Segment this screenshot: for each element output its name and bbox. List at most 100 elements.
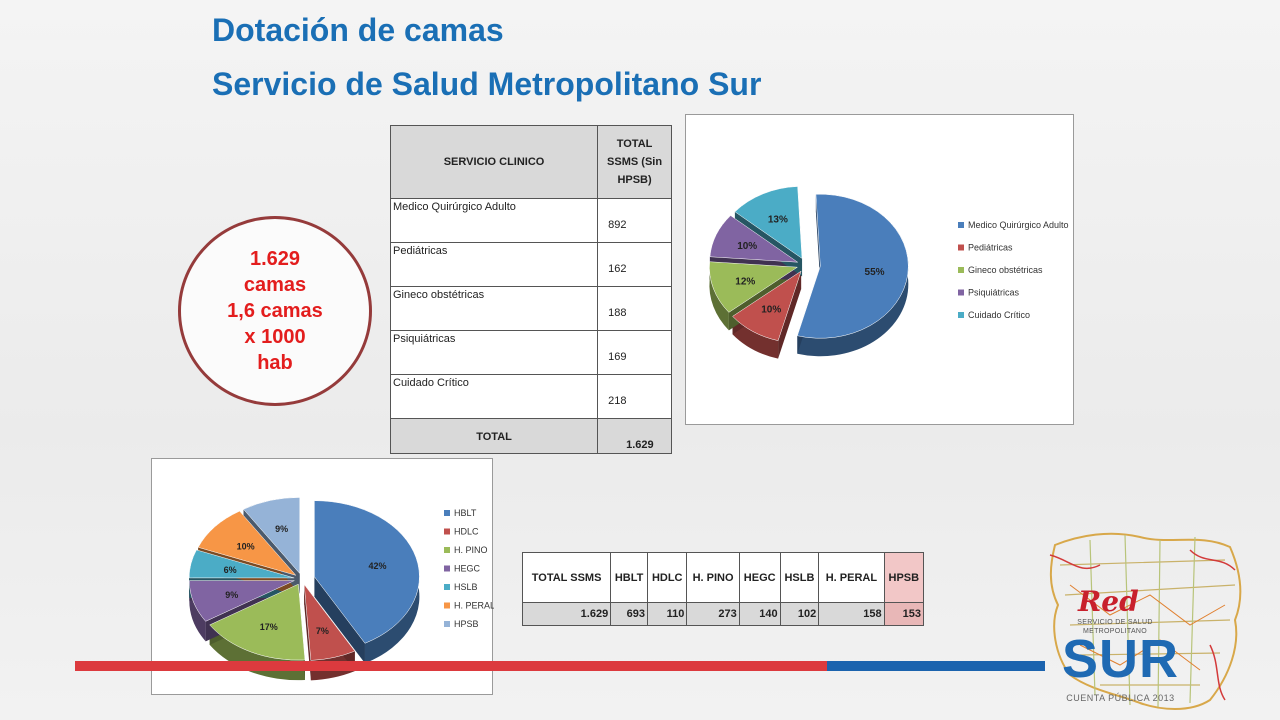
legend-swatch bbox=[444, 565, 450, 572]
pie-slice bbox=[188, 549, 295, 579]
legend-label: HBLT bbox=[454, 508, 477, 518]
pie-data-label: 10% bbox=[737, 241, 757, 252]
service-value-cell: 188 bbox=[597, 286, 672, 331]
pie-slice bbox=[189, 580, 295, 622]
legend-swatch bbox=[958, 222, 964, 228]
callout-line: camas bbox=[243, 274, 307, 296]
header-cell: HSLB bbox=[779, 552, 820, 603]
pie-slice bbox=[709, 215, 799, 263]
legend-swatch bbox=[958, 312, 964, 318]
pie-slice bbox=[243, 497, 301, 575]
table-row: Pediátricas 162 bbox=[389, 242, 672, 287]
pie-slice-wall bbox=[314, 576, 365, 664]
table-row: Gineco obstétricas 188 bbox=[389, 286, 672, 331]
pie-slice-side bbox=[732, 316, 779, 359]
hospitals-pie-svg: 42% 7% 17% 9% 6% 10% 9% HBLT HDLC H. PINO HEGC HSLB… bbox=[188, 497, 495, 681]
callout-line: 1.629 bbox=[249, 248, 301, 270]
table-total-row: TOTAL 1.629 bbox=[389, 418, 672, 454]
legend-label: Gineco obstétricas bbox=[968, 265, 1043, 275]
slide-title: Dotación de camas bbox=[212, 12, 504, 48]
pie-data-label: 10% bbox=[237, 541, 255, 551]
value-cell: 273 bbox=[686, 602, 740, 626]
logo-subtitle: METROPOLITANO bbox=[1082, 628, 1148, 635]
region-map-logo bbox=[1049, 532, 1242, 710]
callout-line: hab bbox=[257, 352, 293, 374]
pie-slice bbox=[303, 583, 356, 661]
legend-label: Medico Quirúrgico Adulto bbox=[968, 220, 1069, 230]
table-row: Cuidado Crítico 218 bbox=[389, 374, 672, 419]
legend-label: Psiquiátricas bbox=[968, 288, 1020, 298]
pie-slice bbox=[732, 270, 802, 341]
legend-swatch bbox=[444, 602, 450, 609]
header-cell: H. PINO bbox=[686, 552, 740, 603]
logo-red-text: Red bbox=[1078, 585, 1139, 618]
value-cell: 693 bbox=[610, 602, 649, 626]
value-cell: 102 bbox=[779, 602, 820, 626]
legend-label: HDLC bbox=[454, 527, 479, 537]
pie-data-label: 42% bbox=[368, 561, 386, 571]
legend-label: Pediátricas bbox=[968, 243, 1013, 253]
beds-callout-circle: 1.629 camas 1,6 camas x 1000 hab bbox=[178, 216, 372, 406]
pie-data-label: 9% bbox=[225, 590, 238, 600]
legend-swatch bbox=[958, 244, 964, 251]
legend-swatch bbox=[958, 267, 964, 273]
service-value-cell: 892 bbox=[597, 198, 672, 243]
legend-swatch bbox=[444, 547, 450, 553]
pie-data-label: 13% bbox=[768, 214, 788, 225]
pie-slice-side bbox=[797, 194, 909, 357]
legend-swatch bbox=[444, 510, 450, 516]
service-name-cell: Psiquiátricas bbox=[389, 330, 599, 375]
pie-data-label: 9% bbox=[275, 524, 288, 534]
table-row: 1.629 693 110 273 140 102 158 153 bbox=[521, 602, 925, 626]
pie-data-label: 55% bbox=[865, 267, 885, 278]
value-cell: 110 bbox=[647, 602, 688, 626]
legend-swatch bbox=[444, 584, 450, 590]
pie-slice-side bbox=[709, 261, 729, 331]
pie-data-label: 10% bbox=[761, 305, 781, 316]
total-value-cell: 1.629 bbox=[597, 418, 672, 454]
total-label-cell: TOTAL bbox=[389, 418, 599, 454]
hospital-beds-table: TOTAL SSMS HBLT HDLC H. PINO HEGC HSLB H. PERA… bbox=[521, 552, 925, 626]
header-line: TOTAL bbox=[616, 138, 653, 150]
logo-subtitle: SERVICIO DE SALUD bbox=[1077, 619, 1153, 626]
logo-cuenta-publica: CUENTA PÚBLICA 2013 bbox=[1066, 693, 1175, 703]
header-servicio-clinico: SERVICIO CLINICO bbox=[389, 125, 599, 199]
logo-sur-text: SUR bbox=[1062, 629, 1180, 689]
footer-stripe-blue bbox=[827, 661, 1045, 671]
header-cell: HEGC bbox=[738, 552, 781, 603]
header-cell: HDLC bbox=[647, 552, 688, 603]
legend-swatch bbox=[444, 528, 450, 535]
pie-slice-wall bbox=[815, 194, 821, 285]
table-header-row: SERVICIO CLINICO TOTAL SSMS (Sin HPSB) bbox=[389, 125, 672, 199]
legend-swatch bbox=[958, 289, 964, 296]
header-cell: TOTAL SSMS bbox=[521, 552, 612, 603]
table-row: Medico Quirúrgico Adulto 892 bbox=[389, 198, 672, 243]
header-cell: HPSB bbox=[883, 552, 925, 603]
legend-label: H. PINO bbox=[454, 545, 488, 555]
pie-slice bbox=[314, 500, 420, 644]
legend-label: H. PERAL bbox=[454, 601, 494, 611]
value-cell: 140 bbox=[738, 602, 781, 626]
services-pie-svg: 55% 10% 12% 10% 13% Medico Quirúrgico Adulto P… bbox=[709, 186, 1069, 359]
table-row: Psiquiátricas 169 bbox=[389, 330, 672, 375]
service-name-cell: Pediátricas bbox=[389, 242, 599, 287]
header-cell: H. PERAL bbox=[818, 552, 885, 603]
service-value-cell: 218 bbox=[597, 374, 672, 419]
pie-slice bbox=[709, 261, 799, 313]
legend-label: HEGC bbox=[454, 564, 481, 574]
service-value-cell: 169 bbox=[597, 330, 672, 375]
service-name-cell: Gineco obstétricas bbox=[389, 286, 599, 331]
value-cell: 1.629 bbox=[521, 602, 612, 626]
footer-stripe-red bbox=[75, 661, 827, 671]
pie-slice-wall bbox=[304, 584, 311, 681]
table-header-row: TOTAL SSMS HBLT HDLC H. PINO HEGC HSLB H. PERA… bbox=[521, 552, 925, 603]
service-name-cell: Cuidado Crítico bbox=[389, 374, 599, 419]
pie-slice-wall bbox=[778, 271, 802, 359]
header-total-ssms: TOTAL SSMS (Sin HPSB) bbox=[597, 125, 672, 199]
service-value-cell: 162 bbox=[597, 242, 672, 287]
value-cell: 153 bbox=[883, 602, 925, 626]
hospitals-pie-chart: 42% 7% 17% 9% 6% 10% 9% HBLT HDLC H. PINO HEGC HSLB… bbox=[151, 458, 495, 695]
callout-line: 1,6 camas bbox=[227, 300, 323, 322]
value-cell: 158 bbox=[818, 602, 885, 626]
callout-line: x 1000 bbox=[244, 326, 306, 348]
